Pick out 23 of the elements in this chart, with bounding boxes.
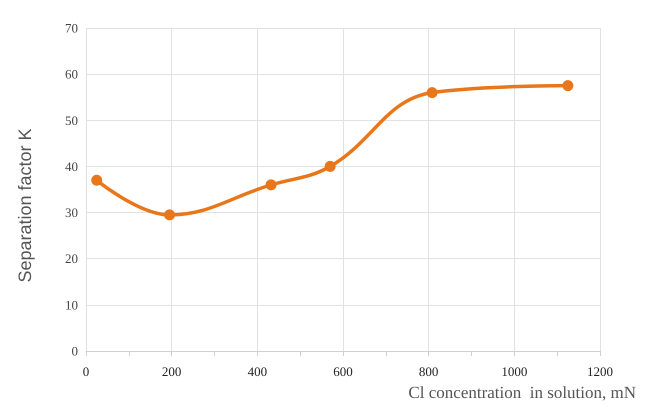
point [164,209,176,220]
y-tick-label: 50 [65,112,78,128]
point [562,80,574,92]
y-tick-label: 30 [65,205,78,220]
y-tick-label: 20 [65,251,78,266]
y-tick-label: 70 [65,20,78,36]
x-tick-label: 400 [248,364,268,379]
x-tick-label: 0 [82,364,90,379]
x-axis-title: Cl concentration in solution, mN [408,383,636,402]
y-tick-label: 10 [65,297,78,312]
x-tick-label: 1000 [501,364,528,379]
point [266,179,277,190]
point [91,174,102,186]
point [426,87,438,98]
y-tick-label: 40 [65,158,78,174]
x-tick-label: 800 [418,364,438,379]
x-tick-label: 1200 [587,364,613,379]
point [324,160,336,172]
y-tick-label: 0 [72,344,78,358]
y-axis-title: Separation factor K [15,128,35,283]
x-tick-label: 600 [333,364,353,379]
x-tick-label: 200 [162,364,182,379]
y-tick-label: 60 [65,66,78,82]
